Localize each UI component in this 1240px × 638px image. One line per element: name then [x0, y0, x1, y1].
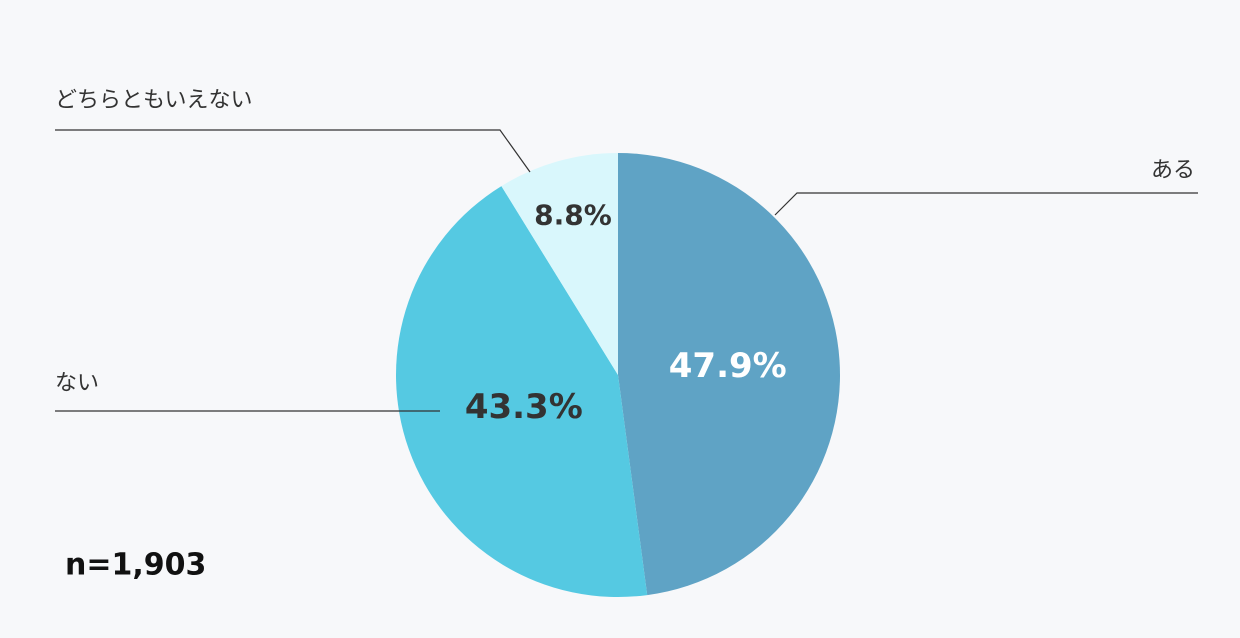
sample-size: n=1,903 — [65, 548, 206, 583]
pie — [395, 153, 841, 597]
pie-slice — [501, 153, 618, 375]
category-label: どちらともいえない — [55, 88, 253, 113]
category-label: ある — [1151, 158, 1195, 183]
value-label: 47.9% — [669, 346, 787, 386]
category-label: ない — [55, 371, 99, 396]
pie-slice — [618, 153, 841, 596]
leader-line — [774, 192, 1198, 216]
pie-slice — [395, 186, 648, 597]
value-label: 8.8% — [534, 198, 612, 231]
value-label: 43.3% — [465, 387, 583, 427]
leader-line — [55, 129, 531, 173]
